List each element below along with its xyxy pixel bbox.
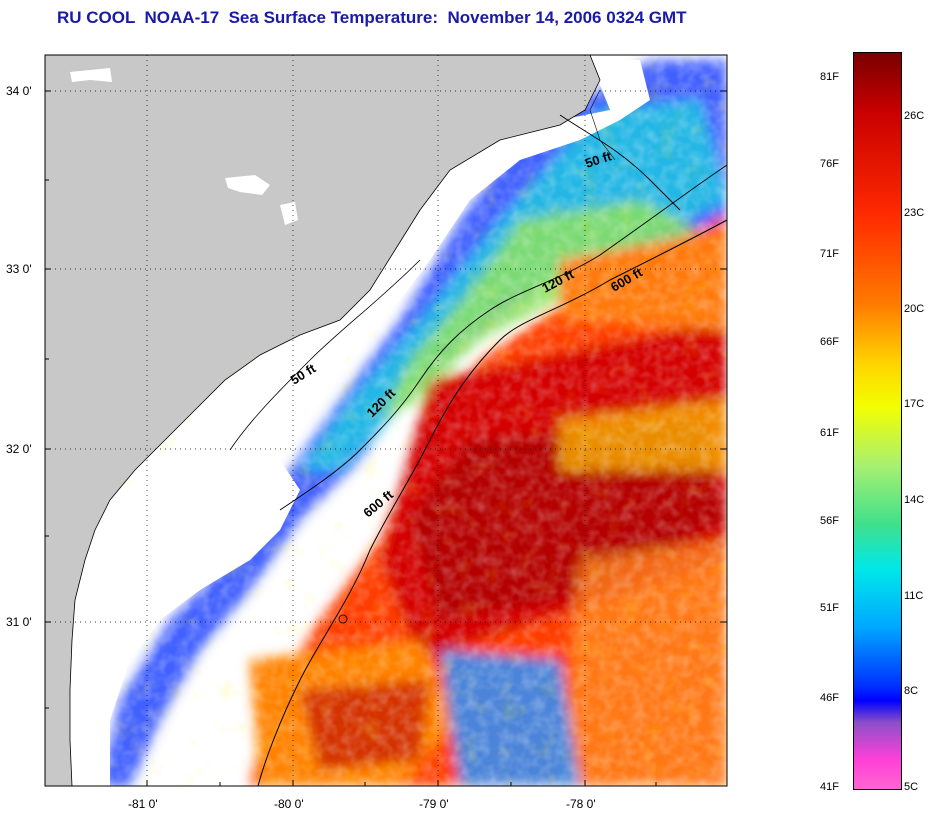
colorbar-label-f: 46F bbox=[820, 692, 839, 704]
colorbar-label-f: 71F bbox=[820, 248, 839, 260]
colorbar-label-c: 23C bbox=[904, 207, 925, 219]
inland-lake bbox=[225, 175, 270, 195]
lat-label-32: 32 0' bbox=[6, 442, 32, 456]
temperature-colorbar bbox=[853, 52, 902, 790]
colorbar-label-f: 76F bbox=[820, 158, 839, 170]
colorbar-label-f: 66F bbox=[820, 336, 839, 348]
lon-label-81: -81 0' bbox=[128, 797, 158, 811]
colorbar-label-c: 26C bbox=[904, 110, 925, 122]
lat-label-31: 31 0' bbox=[6, 615, 32, 629]
map-grid bbox=[45, 55, 727, 786]
colorbar-label-c: 8C bbox=[904, 685, 919, 697]
land-mass bbox=[45, 55, 601, 786]
colorbar-label-c: 17C bbox=[904, 398, 925, 410]
coastal-no-data-band bbox=[55, 60, 650, 786]
lon-label-78: -78 0' bbox=[566, 797, 596, 811]
inland-lake bbox=[70, 68, 112, 82]
lat-label-34: 34 0' bbox=[6, 84, 32, 98]
lon-label-80: -80 0' bbox=[274, 797, 304, 811]
colorbar-label-f: 81F bbox=[820, 71, 839, 83]
lat-label-33: 33 0' bbox=[6, 262, 32, 276]
inland-lake bbox=[280, 202, 298, 225]
colorbar-label-f: 56F bbox=[820, 515, 839, 527]
map-frame bbox=[44, 54, 728, 787]
map-title: RU COOL NOAA-17 Sea Surface Temperature:… bbox=[57, 8, 687, 27]
colorbar-label-c: 5C bbox=[904, 781, 919, 793]
colorbar-label-c: 20C bbox=[904, 303, 925, 315]
colorbar-label-c: 14C bbox=[904, 494, 925, 506]
colorbar-label-c: 11C bbox=[904, 590, 924, 602]
map-plot-area: 50 ft 50 ft 120 ft 120 ft 600 ft 600 ft bbox=[45, 55, 727, 786]
colorbar-label-f: 41F bbox=[820, 781, 839, 793]
colorbar-label-f: 61F bbox=[820, 427, 839, 439]
lon-label-79: -79 0' bbox=[419, 797, 449, 811]
colorbar-label-f: 51F bbox=[820, 602, 839, 614]
